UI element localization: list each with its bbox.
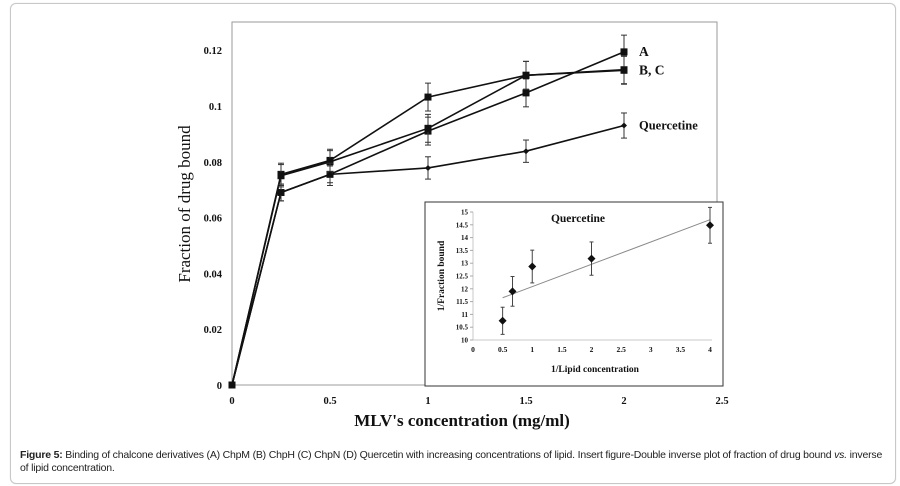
figure-caption: Figure 5: Binding of chalcone derivative…: [20, 449, 890, 475]
inset-y-tick-label: 12: [461, 285, 469, 293]
inset-y-axis-label: 1/Fraction bound: [437, 240, 447, 311]
inset-y-tick-label: 14.5: [456, 221, 469, 229]
main-y-tick-label: 0.1: [209, 102, 222, 113]
inset-x-tick-label: 0: [471, 345, 475, 354]
data-point: [523, 148, 529, 155]
series-annotation: A: [639, 44, 649, 59]
inset-y-tick-label: 13.5: [456, 247, 469, 255]
data-point: [522, 71, 530, 79]
data-point: [277, 172, 285, 180]
inset-y-tick-label: 12.5: [456, 273, 469, 281]
data-point: [425, 164, 431, 171]
inset-x-tick-label: 1.5: [557, 345, 567, 354]
inset-x-tick-label: 1: [530, 345, 534, 354]
inset-x-tick-label: 4: [708, 345, 712, 354]
data-point: [278, 189, 284, 196]
main-x-tick-label: 0: [229, 396, 234, 407]
inset-y-tick-label: 15: [461, 209, 469, 217]
inset-x-tick-label: 0.5: [498, 345, 508, 354]
caption-label: Figure 5:: [20, 449, 63, 461]
inset-data-point: [706, 221, 714, 230]
data-point: [326, 158, 334, 166]
inset-x-tick-label: 2.5: [616, 345, 626, 354]
main-x-axis-label: MLV's concentration (mg/ml): [354, 411, 570, 430]
inset-frame: [424, 201, 724, 387]
data-point: [621, 122, 627, 129]
main-y-tick-label: 0.02: [204, 325, 222, 336]
data-point: [522, 89, 530, 97]
caption-text-end: inverse of lipid concentration.: [20, 449, 883, 474]
main-x-tick-label: 2.5: [715, 396, 728, 407]
main-y-tick-label: 0.04: [204, 269, 223, 280]
series-annotation: B, C: [639, 62, 665, 77]
inset-x-tick-label: 2: [590, 345, 594, 354]
data-point: [620, 48, 628, 56]
inset-data-point: [528, 262, 537, 271]
data-point: [620, 66, 628, 74]
series-quercetine: [229, 112, 627, 388]
inset-data-point: [508, 287, 517, 296]
inset-data-point: [587, 254, 596, 263]
inset-trendline: [502, 219, 711, 299]
main-y-tick-label: 0.12: [204, 46, 222, 57]
main-series: A B, C Quercetine: [228, 34, 698, 389]
series-line: [231, 124, 625, 386]
main-x-tick-label: 1.5: [519, 396, 532, 407]
inset-y-tick-label: 11: [461, 311, 468, 319]
caption-text: Binding of chalcone derivatives (A) ChpM…: [62, 449, 835, 461]
inset-x-tick-label: 3.5: [676, 345, 686, 354]
inset-title: Quercetine: [551, 213, 605, 225]
data-point: [327, 171, 333, 178]
main-y-tick-label: 0.08: [204, 158, 222, 169]
figure-chart: 00.020.040.060.080.10.120 0.5 1 1.5 2 2.5 AB,…: [175, 21, 729, 430]
inset-y-tick-label: 11.5: [456, 298, 468, 306]
inset-y-tick-label: 10: [461, 337, 469, 345]
inset-x-tick-label: 3: [649, 345, 653, 354]
caption-italic: vs.: [834, 449, 847, 461]
series-annotation: Quercetine: [639, 119, 698, 133]
main-x-tick-label: 2: [621, 396, 626, 407]
inset-y-tick-label: 14: [461, 234, 469, 242]
data-point: [424, 124, 432, 132]
inset-y-tick-label: 13: [461, 260, 469, 268]
inset-data-point: [498, 316, 507, 325]
main-x-tick-label: 1: [425, 396, 430, 407]
series-line: [231, 69, 625, 386]
main-y-tick-label: 0.06: [204, 214, 222, 225]
main-y-tick-label: 0: [217, 381, 222, 392]
data-point: [229, 382, 235, 388]
inset-x-axis-label: 1/Lipid concentration: [551, 365, 640, 375]
inset-y-tick-label: 10.5: [456, 324, 469, 332]
main-x-tick-label: 0.5: [323, 396, 336, 407]
data-point: [424, 93, 432, 101]
main-y-axis-label: Fraction of drug bound: [175, 125, 194, 283]
